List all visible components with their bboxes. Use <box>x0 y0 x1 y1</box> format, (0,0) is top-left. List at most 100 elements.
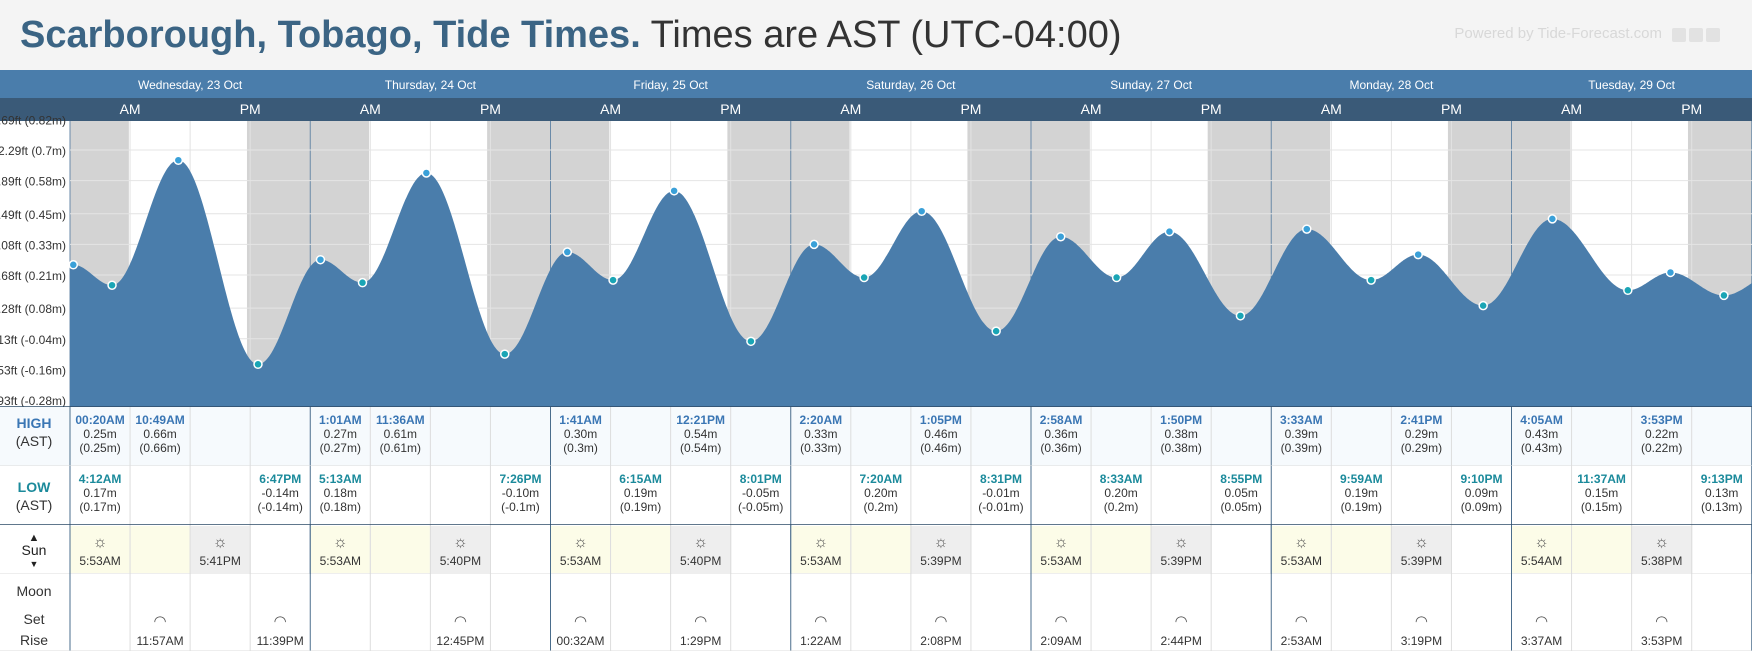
sun-cell-bg <box>430 526 490 573</box>
high-tide-height-alt: (0.22m) <box>1641 441 1682 455</box>
low-tide-time: 8:33AM <box>1100 472 1143 486</box>
low-tide-point <box>253 359 263 370</box>
ampm-bar <box>0 98 1752 121</box>
high-tide-height: 0.29m <box>1405 427 1438 441</box>
high-tide-time: 2:58AM <box>1040 413 1083 427</box>
sun-cell-bg <box>370 526 430 573</box>
sun-up-arrow-icon: ▲ <box>29 532 40 544</box>
y-tick-label: -0.13ft (-0.04m) <box>0 333 66 347</box>
low-tide-point <box>357 277 368 288</box>
high-tide-height-alt: (0.36m) <box>1040 441 1081 455</box>
sun-time: 5:53AM <box>800 554 841 568</box>
low-tide-height-alt: (0.2m) <box>1104 500 1139 514</box>
moon-icon: ◠ <box>1175 613 1188 630</box>
high-tide-time: 1:50PM <box>1160 413 1202 427</box>
low-tide-height: 0.05m <box>1225 486 1258 500</box>
low-tide-height-alt: (0.09m) <box>1461 500 1502 514</box>
moon-time: 1:22AM <box>800 634 841 648</box>
sun-icon: ☼ <box>453 534 468 551</box>
sun-cell-bg <box>1271 526 1331 573</box>
ampm-label: AM <box>120 101 141 117</box>
low-tide-point <box>746 336 756 347</box>
high-tide-height-alt: (0.46m) <box>920 441 961 455</box>
low-tide-point <box>1366 275 1376 285</box>
sun-cell-bg <box>671 526 731 573</box>
low-tide-time: 7:26PM <box>499 472 541 486</box>
low-tide-height-alt: (0.19m) <box>620 500 661 514</box>
high-tide-point <box>1413 249 1423 260</box>
low-tide-height: 0.19m <box>624 486 657 500</box>
high-tide-time: 00:20AM <box>75 413 124 427</box>
high-tide-height: 0.61m <box>384 427 417 441</box>
high-tide-height-alt: (0.54m) <box>680 441 721 455</box>
page-title: Scarborough, Tobago, Tide Times. Times a… <box>20 12 1122 58</box>
sun-time: 5:39PM <box>920 554 961 568</box>
high-row-label: HIGH <box>17 415 52 431</box>
day-label: Sunday, 27 Oct <box>1110 78 1192 92</box>
y-tick-label: 1.89ft (0.58m) <box>0 175 66 189</box>
ampm-label: PM <box>1441 101 1462 117</box>
moon-icon: ◠ <box>1415 613 1428 630</box>
sun-icon: ☼ <box>213 534 228 551</box>
sun-icon: ☼ <box>1174 534 1189 551</box>
sun-time: 5:40PM <box>440 554 481 568</box>
high-tide-point <box>421 168 432 178</box>
y-tick-label: 1.49ft (0.45m) <box>0 208 66 222</box>
powered-by-link[interactable]: Powered by Tide-Forecast.com <box>1454 25 1662 42</box>
low-tide-time: 9:59AM <box>1340 472 1383 486</box>
moon-time: 2:09AM <box>1040 634 1081 648</box>
sun-time: 5:41PM <box>199 554 240 568</box>
low-tide-height-alt: (0.19m) <box>1341 500 1382 514</box>
low-tide-point <box>991 326 1001 336</box>
logo-icon <box>1672 28 1686 42</box>
low-tide-height: 0.20m <box>864 486 897 500</box>
sun-cell-bg <box>70 526 130 573</box>
high-tide-point <box>315 254 326 265</box>
moon-time: 2:08PM <box>920 634 961 648</box>
y-tick-label: -0.93ft (-0.28m) <box>0 394 66 408</box>
high-tide-height-alt: (0.27m) <box>320 441 361 455</box>
sun-cell-bg <box>1632 526 1692 573</box>
low-tide-height-alt: (0.18m) <box>320 500 361 514</box>
high-tide-time: 3:53PM <box>1641 413 1683 427</box>
high-tide-height: 0.36m <box>1044 427 1077 441</box>
sun-icon: ☼ <box>333 534 348 551</box>
moon-time: 3:19PM <box>1401 634 1442 648</box>
low-tide-time: 8:01PM <box>740 472 782 486</box>
ampm-label: PM <box>480 101 501 117</box>
high-tide-point <box>1055 231 1066 242</box>
day-label: Thursday, 24 Oct <box>385 78 477 92</box>
high-tide-point <box>1302 224 1312 234</box>
high-tide-point <box>562 247 573 257</box>
low-tide-time: 8:55PM <box>1220 472 1262 486</box>
low-tide-time: 9:13PM <box>1701 472 1743 486</box>
high-tide-height: 0.33m <box>804 427 837 441</box>
ampm-label: PM <box>720 101 741 117</box>
low-tide-time: 6:47PM <box>259 472 301 486</box>
low-tide-point <box>1478 300 1488 311</box>
ampm-label: AM <box>840 101 861 117</box>
sun-time: 5:53AM <box>79 554 120 568</box>
low-tide-height-alt: (0.2m) <box>864 500 899 514</box>
low-tide-height-alt: (0.17m) <box>79 500 120 514</box>
high-tide-time: 1:05PM <box>920 413 962 427</box>
low-tide-height-alt: (-0.05m) <box>738 500 783 514</box>
sun-cell-bg <box>1151 526 1211 573</box>
sun-icon: ☼ <box>1654 534 1669 551</box>
high-tide-height: 0.30m <box>564 427 597 441</box>
high-tide-height-alt: (0.33m) <box>800 441 841 455</box>
moon-icon: ◠ <box>1655 613 1668 630</box>
sun-cell-bg <box>1031 526 1091 573</box>
brand-icons <box>1672 28 1742 42</box>
sun-cell-bg <box>551 526 611 573</box>
high-tide-point <box>173 155 184 165</box>
moon-icon: ◠ <box>814 613 827 630</box>
high-tide-height-alt: (0.29m) <box>1401 441 1442 455</box>
ampm-label: PM <box>1681 101 1702 117</box>
low-tide-height: 0.19m <box>1345 486 1378 500</box>
sun-time: 5:38PM <box>1641 554 1682 568</box>
low-tide-height-alt: (0.05m) <box>1221 500 1262 514</box>
high-tide-height: 0.25m <box>83 427 116 441</box>
ampm-label: PM <box>960 101 981 117</box>
